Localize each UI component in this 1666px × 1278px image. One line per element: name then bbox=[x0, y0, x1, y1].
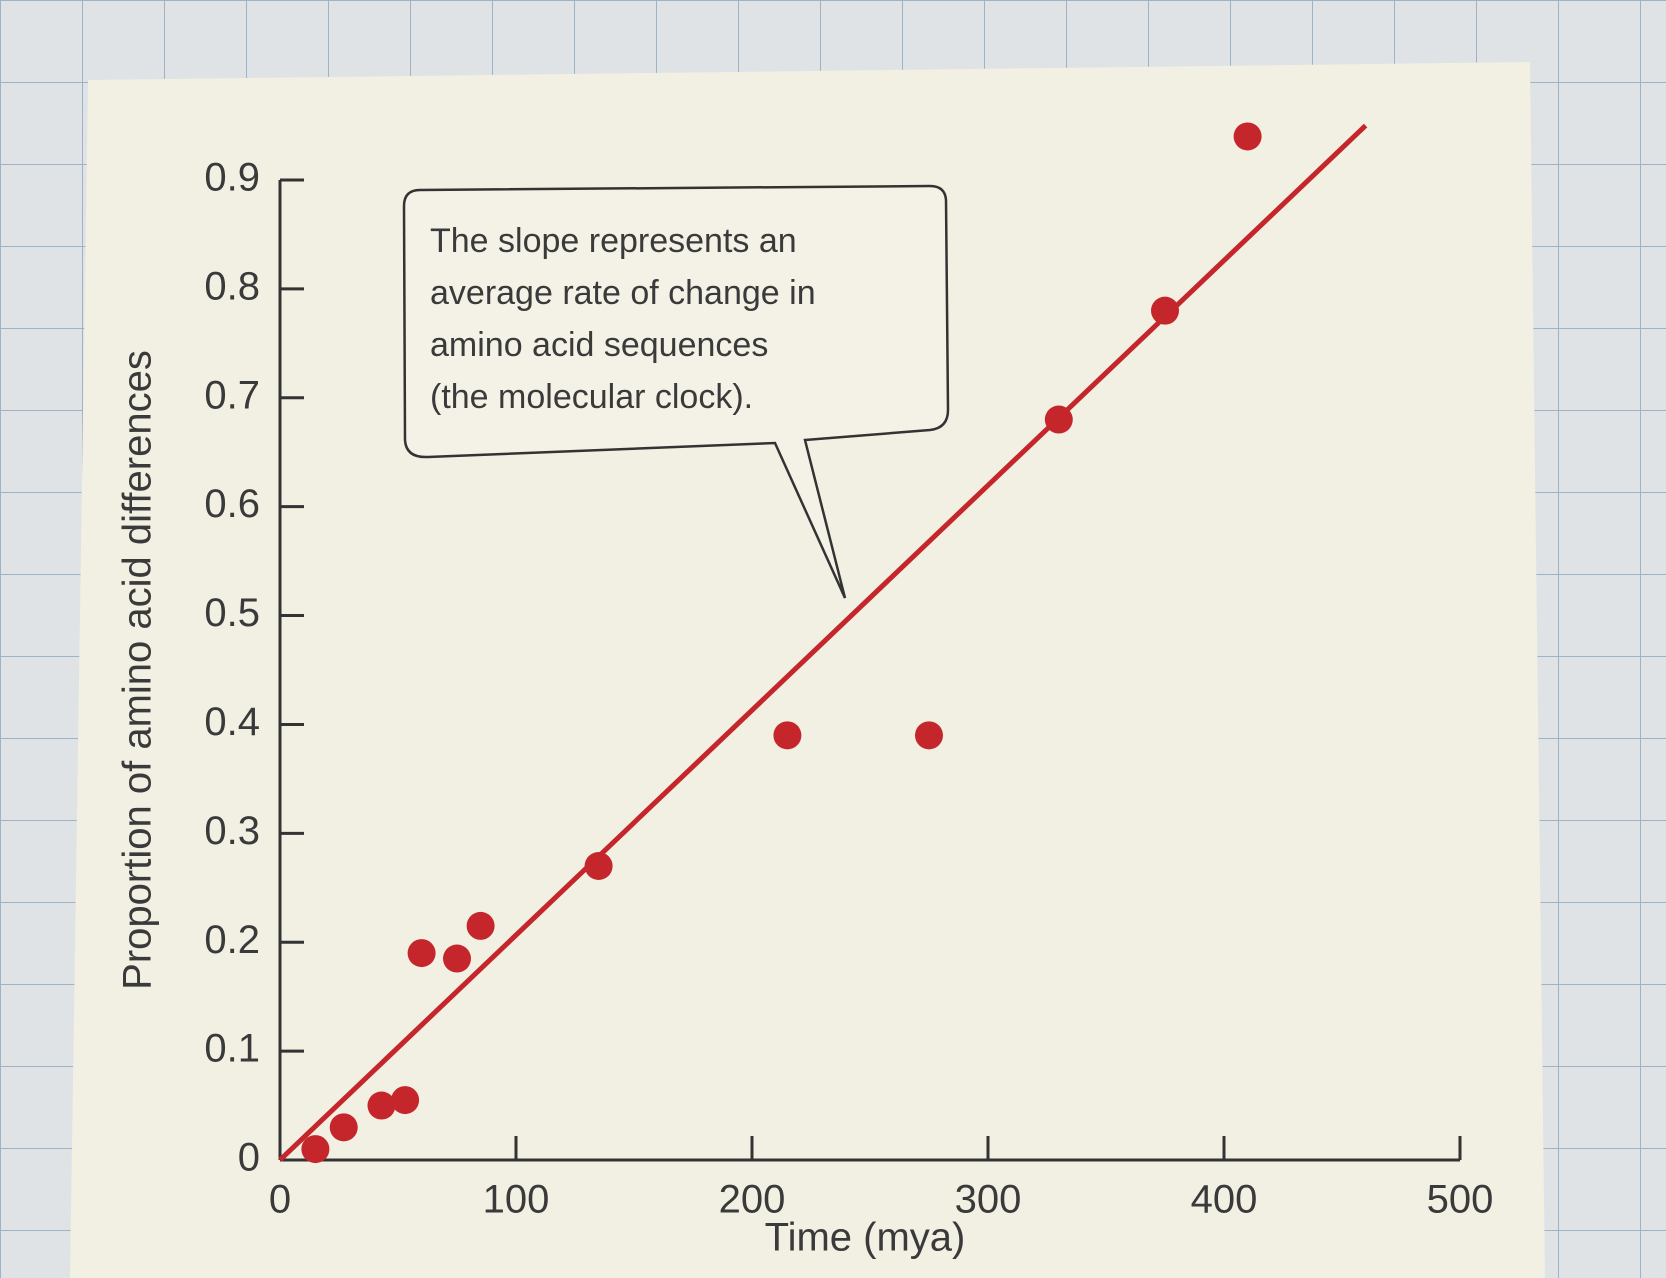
data-point bbox=[391, 1086, 420, 1115]
data-point bbox=[466, 911, 495, 940]
y-tick-label: 0.9 bbox=[204, 156, 260, 200]
trend-line bbox=[278, 123, 1368, 1162]
data-point bbox=[1233, 122, 1262, 151]
y-tick-label: 0 bbox=[238, 1136, 260, 1180]
y-tick-label: 0.7 bbox=[204, 373, 260, 417]
y-tick-label: 0.4 bbox=[204, 700, 260, 744]
x-axis-title: Time (mya) bbox=[765, 1216, 966, 1260]
data-point bbox=[329, 1113, 358, 1142]
x-tick-label: 500 bbox=[1427, 1178, 1494, 1222]
data-point bbox=[915, 721, 943, 750]
callout-text: average rate of change in bbox=[430, 274, 816, 312]
y-tick-label: 0.2 bbox=[204, 918, 260, 962]
data-point bbox=[584, 852, 613, 880]
callout-text: The slope represents an bbox=[430, 222, 797, 260]
data-point bbox=[443, 944, 471, 973]
callout: The slope represents an average rate of c… bbox=[402, 184, 950, 599]
y-tick-label: 0.5 bbox=[204, 591, 260, 635]
y-tick-label: 0.6 bbox=[204, 482, 260, 526]
y-tick-label: 0.8 bbox=[204, 264, 260, 308]
data-point bbox=[1151, 296, 1179, 325]
y-axis-title: Proportion of amino acid differences bbox=[116, 350, 160, 990]
x-tick-label: 300 bbox=[955, 1178, 1022, 1222]
x-tick-label: 400 bbox=[1191, 1178, 1258, 1222]
callout-box bbox=[402, 184, 950, 599]
x-tick-label: 100 bbox=[483, 1178, 550, 1222]
y-tick-label: 0.1 bbox=[204, 1027, 260, 1071]
data-point bbox=[367, 1091, 396, 1120]
data-point bbox=[773, 721, 802, 750]
data-point bbox=[407, 939, 436, 968]
x-tick-label: 0 bbox=[269, 1178, 291, 1222]
callout-text: (the molecular clock). bbox=[430, 378, 753, 416]
data-point bbox=[301, 1135, 330, 1164]
y-tick-label: 0.3 bbox=[204, 809, 260, 853]
x-tick-label: 200 bbox=[719, 1178, 786, 1222]
callout-text: amino acid sequences bbox=[430, 326, 768, 364]
data-point bbox=[1044, 405, 1073, 434]
